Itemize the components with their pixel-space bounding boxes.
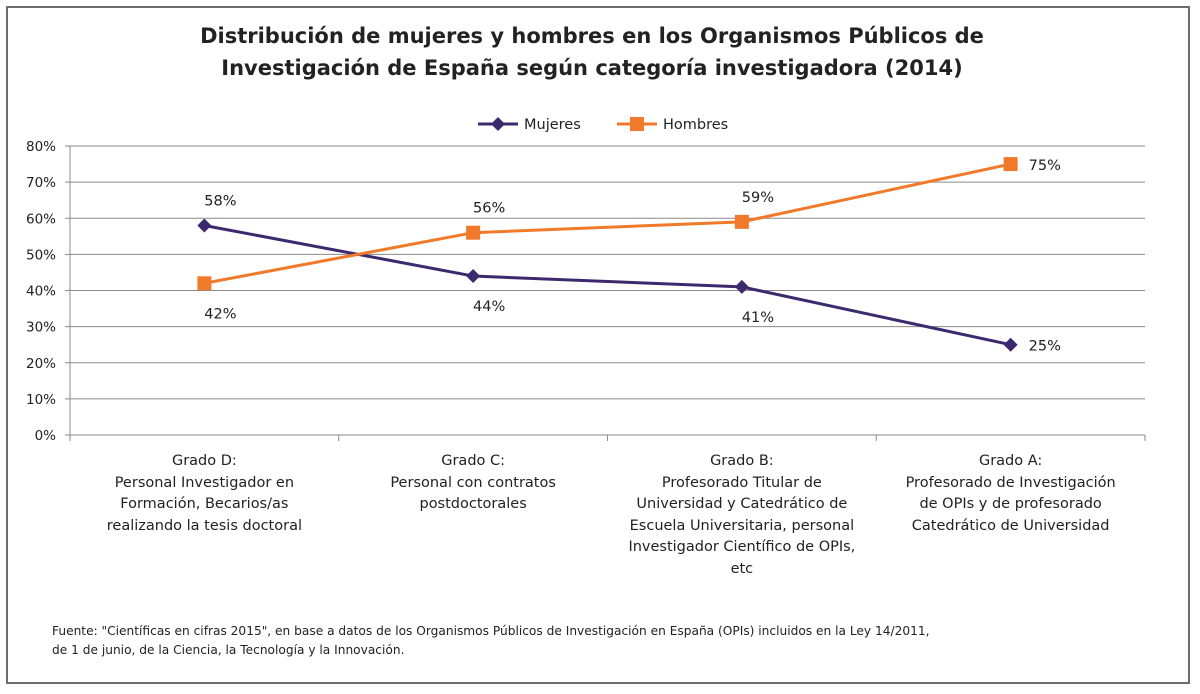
hombres-data-label: 56% [473, 201, 505, 217]
x-category-label-line: Grado D: [171, 453, 237, 469]
chart-title-line-2: Investigación de España según categoría … [221, 56, 963, 80]
x-category-label: Grado D: Personal Investigador en Formació… [69, 451, 339, 537]
mujeres-data-label: 41% [742, 310, 774, 326]
series-line-hombres [204, 162, 1011, 285]
hombres-marker [734, 214, 749, 229]
chart-title-line-1: Distribución de mujeres y hombres en los… [200, 24, 984, 48]
y-tick-label: 60% [26, 211, 56, 227]
x-category-label-line: realizando la tesis doctoral [106, 517, 302, 534]
x-category-label-line: Catedrático de Universidad [911, 517, 1110, 534]
source-note: Fuente: "Científicas en cifras 2015", en… [52, 622, 1152, 660]
source-note-line-2: de 1 de junio, de la Ciencia, la Tecnolo… [52, 643, 405, 657]
x-category-label-line: Profesorado de Investigación [905, 474, 1116, 491]
mujeres-data-label: 25% [1029, 339, 1061, 355]
x-category-label: Grado A: Profesorado de Investigación de O… [876, 451, 1146, 537]
hombres-marker [197, 276, 212, 291]
legend-label: Mujeres [524, 117, 581, 133]
mujeres-marker [734, 279, 749, 294]
hombres-marker [466, 225, 481, 240]
mujeres-marker [1003, 337, 1018, 352]
y-tick-label: 80% [26, 139, 56, 155]
series-line-mujeres [204, 224, 1011, 347]
hombres-data-label: 75% [1029, 158, 1061, 174]
y-tick-label: 70% [26, 175, 56, 191]
legend-swatch-marker [491, 117, 505, 131]
chart-frame [6, 6, 1190, 684]
hombres-marker [1003, 157, 1018, 172]
x-category-label-line: Universidad y Catedrático de [636, 496, 848, 512]
chart-title: Distribución de mujeres y hombres en los… [0, 20, 1184, 84]
y-tick-label: 50% [26, 247, 56, 263]
x-category-label-line: Grado C: [441, 453, 506, 469]
mujeres-data-label: 44% [473, 299, 505, 315]
x-category-label-line: Profesorado Titular de [661, 474, 822, 491]
x-category-label-line: de OPIs y de profesorado [919, 496, 1102, 512]
hombres-data-label: 59% [742, 190, 774, 206]
mujeres-data-label: 58% [204, 193, 236, 209]
y-tick-label: 0% [35, 428, 57, 444]
x-category-label: Grado B: Profesorado Titular de Universida… [607, 451, 877, 580]
y-tick-label: 10% [26, 392, 56, 408]
mujeres-marker [466, 269, 481, 284]
hombres-data-label: 42% [204, 306, 236, 322]
y-tick-label: 30% [26, 320, 56, 336]
x-category-label-line: Grado B: [710, 453, 774, 469]
x-category-label: Grado C: Personal con contratos postdoctor… [338, 451, 608, 516]
y-tick-label: 40% [26, 284, 56, 300]
x-category-label-line: Escuela Universitaria, personal [629, 517, 855, 534]
source-note-line-1: Fuente: "Científicas en cifras 2015", en… [52, 624, 930, 638]
legend-label: Hombres [663, 117, 728, 133]
x-category-label-line: Investigador Científico de OPIs, [628, 539, 856, 555]
x-category-label-line: Grado A: [978, 453, 1043, 469]
legend-swatch-marker [630, 117, 644, 131]
x-category-label-line: Personal con contratos [390, 474, 556, 491]
x-category-label-line: Personal Investigador en [114, 474, 295, 491]
x-category-label-line: Formación, Becarios/as [120, 496, 289, 512]
mujeres-marker [197, 218, 212, 233]
x-category-label-line: postdoctorales [419, 496, 527, 512]
y-tick-label: 20% [26, 356, 56, 372]
x-category-label-line: etc [730, 560, 754, 577]
